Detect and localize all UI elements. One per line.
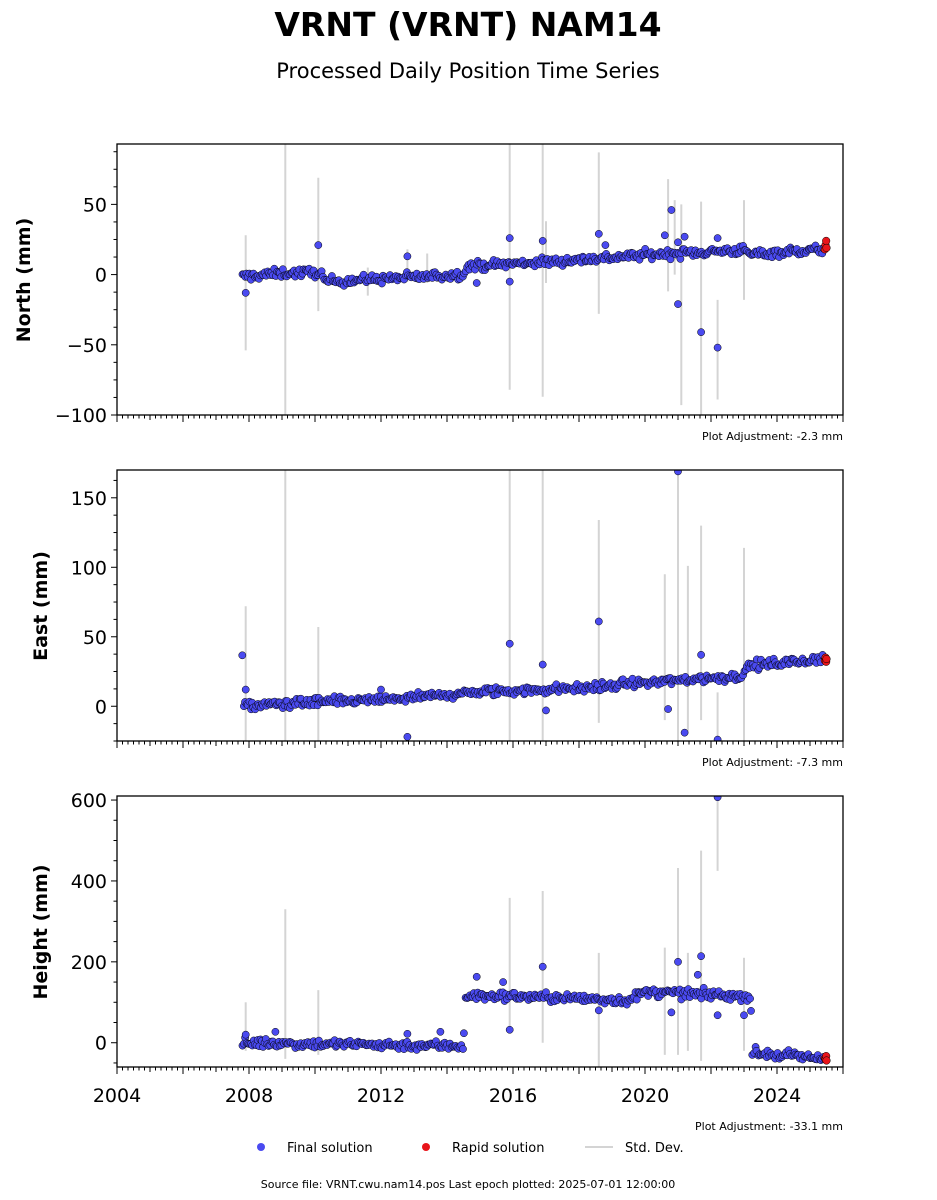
chart-subtitle: Processed Daily Position Time Series bbox=[276, 59, 660, 83]
legend-final-marker bbox=[257, 1143, 265, 1151]
source-footer: Source file: VRNT.cwu.nam14.pos Last epo… bbox=[261, 1178, 676, 1191]
height-final-outlier bbox=[403, 1029, 412, 1038]
xtick-label: 2004 bbox=[93, 1085, 141, 1107]
height-frame bbox=[116, 795, 844, 1068]
north-ytick-label: −50 bbox=[67, 335, 107, 357]
height-ytick-label: 400 bbox=[71, 871, 107, 893]
height-final-outlier bbox=[499, 978, 507, 986]
east-final-point bbox=[238, 651, 247, 660]
legend: Final solution Rapid solution Std. Dev. bbox=[257, 1141, 684, 1156]
north-final-outlier bbox=[713, 343, 722, 352]
height-panel: Height (mm) Plot Adjustment: -33.1 mm 0 2… bbox=[30, 790, 844, 1133]
east-final-outlier bbox=[403, 732, 412, 741]
xtick-label: 2012 bbox=[357, 1085, 405, 1107]
north-final-outlier bbox=[505, 234, 514, 242]
north-final-outlier bbox=[403, 252, 412, 261]
north-final-outlier bbox=[538, 237, 547, 245]
height-final-outlier bbox=[472, 972, 481, 981]
height-final-point bbox=[747, 1007, 755, 1015]
height-final-outlier bbox=[538, 962, 547, 971]
north-final-outlier bbox=[674, 300, 682, 308]
legend-rapid-label: Rapid solution bbox=[452, 1141, 544, 1156]
north-rapid-point bbox=[822, 236, 831, 245]
north-rapid-point bbox=[822, 243, 831, 252]
east-ytick-label: 50 bbox=[83, 627, 107, 649]
north-plot-adjustment: Plot Adjustment: -2.3 mm bbox=[702, 430, 843, 443]
height-final-outlier bbox=[697, 952, 705, 961]
xtick-label: 2024 bbox=[753, 1085, 801, 1107]
east-final-outlier bbox=[664, 705, 672, 713]
east-final-outlier bbox=[542, 706, 550, 715]
east-panel: East (mm) Plot Adjustment: -7.3 mm 0 50 10… bbox=[30, 469, 844, 769]
north-final-outlier bbox=[674, 238, 682, 247]
height-plot-adjustment: Plot Adjustment: -33.1 mm bbox=[695, 1120, 843, 1133]
east-ytick-label: 150 bbox=[71, 488, 107, 510]
legend-final-label: Final solution bbox=[287, 1141, 373, 1156]
north-ytick-label: 50 bbox=[83, 194, 107, 216]
east-final-outlier bbox=[377, 685, 385, 694]
height-final-outlier bbox=[271, 1027, 280, 1036]
height-final-point bbox=[746, 994, 754, 1003]
north-plot-area bbox=[238, 144, 831, 415]
height-final-outlier bbox=[674, 957, 682, 966]
north-final-outlier bbox=[601, 241, 610, 249]
chart-title: VRNT (VRNT) NAM14 bbox=[274, 5, 661, 44]
xtick-label: 2020 bbox=[621, 1085, 669, 1107]
height-axis-label: Height (mm) bbox=[30, 864, 52, 999]
north-final-outlier bbox=[713, 234, 722, 242]
height-final-outlier bbox=[713, 1011, 722, 1020]
east-final-outlier bbox=[594, 617, 603, 626]
north-final-outlier bbox=[472, 279, 481, 287]
north-frame bbox=[116, 143, 844, 416]
xtick-label: 2016 bbox=[489, 1085, 537, 1107]
legend-rapid-marker bbox=[422, 1143, 430, 1151]
height-final-point bbox=[460, 1029, 468, 1038]
east-final-outlier bbox=[674, 470, 682, 476]
north-final-outlier bbox=[314, 241, 323, 249]
height-ytick-label: 200 bbox=[71, 952, 107, 974]
height-final-outlier bbox=[713, 796, 722, 802]
east-ytick-label: 100 bbox=[71, 557, 107, 579]
east-final-outlier bbox=[538, 660, 547, 669]
east-final-outlier bbox=[680, 728, 689, 737]
east-final-outlier bbox=[241, 685, 250, 694]
height-ytick-label: 600 bbox=[71, 790, 107, 812]
east-final-outlier bbox=[697, 650, 705, 659]
height-ytick-label: 0 bbox=[95, 1033, 107, 1055]
height-final-outlier bbox=[693, 970, 702, 979]
north-ytick-label: 0 bbox=[95, 265, 107, 287]
east-final-outlier bbox=[505, 639, 514, 648]
north-axis-label: North (mm) bbox=[13, 218, 35, 343]
height-final-outlier bbox=[740, 1011, 748, 1020]
xtick-label: 2008 bbox=[225, 1085, 273, 1107]
height-final-point bbox=[632, 995, 641, 1004]
east-rapid-point bbox=[822, 654, 831, 664]
height-plot-area bbox=[238, 796, 831, 1067]
north-final-outlier bbox=[594, 230, 603, 238]
legend-std-label: Std. Dev. bbox=[625, 1141, 684, 1156]
height-final-outlier bbox=[505, 1025, 514, 1034]
east-plot-adjustment: Plot Adjustment: -7.3 mm bbox=[702, 756, 843, 769]
height-final-outlier bbox=[241, 1030, 250, 1039]
height-final-point bbox=[459, 1045, 467, 1053]
north-ytick-label: −100 bbox=[55, 405, 107, 427]
north-final-outlier bbox=[660, 231, 669, 240]
east-plot-area bbox=[238, 470, 831, 741]
height-final-outlier bbox=[667, 1008, 676, 1017]
north-final-outlier bbox=[505, 277, 514, 286]
north-panel: North (mm) Plot Adjustment: -2.3 mm −100… bbox=[13, 143, 844, 443]
north-final-outlier bbox=[241, 288, 250, 297]
east-ytick-label: 0 bbox=[95, 696, 107, 718]
north-final-outlier bbox=[680, 232, 689, 241]
north-final-outlier bbox=[667, 206, 676, 214]
east-final-outlier bbox=[713, 735, 722, 741]
east-axis-label: East (mm) bbox=[30, 551, 52, 661]
north-final-outlier bbox=[697, 328, 705, 337]
height-rapid-point bbox=[822, 1056, 831, 1065]
height-final-outlier bbox=[594, 1006, 603, 1015]
height-final-outlier bbox=[436, 1027, 445, 1036]
east-frame bbox=[116, 469, 844, 742]
